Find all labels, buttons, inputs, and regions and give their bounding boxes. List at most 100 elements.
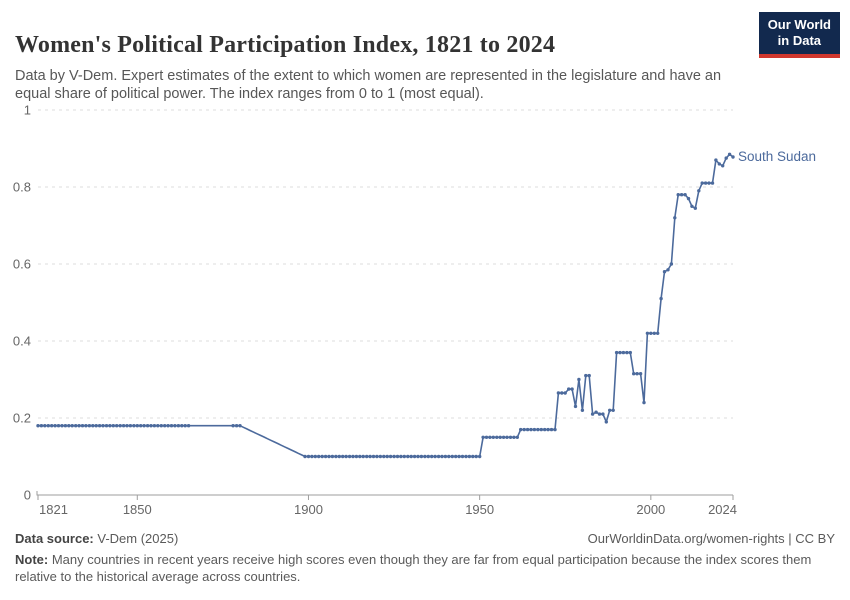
data-point-marker: [529, 427, 533, 432]
data-point-marker: [149, 424, 153, 428]
data-point-marker: [351, 454, 355, 459]
data-point-marker: [676, 193, 680, 197]
data-point-marker: [132, 424, 136, 428]
data-point-marker: [416, 454, 420, 459]
data-point-marker: [382, 454, 386, 459]
data-point-marker: [597, 412, 602, 416]
data-point-marker: [464, 454, 468, 459]
data-point-marker: [145, 424, 150, 428]
data-point-marker: [707, 181, 711, 185]
data-point-marker: [77, 424, 81, 428]
data-point-marker: [570, 387, 574, 391]
data-source-value: V-Dem (2025): [93, 531, 179, 546]
data-point-marker: [344, 454, 348, 459]
data-point-marker: [717, 162, 721, 166]
data-point-marker: [635, 372, 639, 376]
data-point-marker: [412, 454, 417, 459]
data-point-marker: [594, 410, 598, 414]
data-point-marker: [618, 350, 622, 355]
data-point-marker: [159, 424, 163, 428]
data-point-marker: [590, 412, 595, 416]
data-point-marker: [638, 372, 643, 376]
data-point-marker: [337, 454, 341, 459]
page-title: Women's Political Participation Index, 1…: [15, 32, 556, 59]
data-point-marker: [491, 435, 495, 439]
data-point-marker: [522, 427, 526, 432]
y-tick-label: 1: [24, 103, 31, 118]
data-point-marker: [156, 424, 160, 428]
series-end-label[interactable]: South Sudan: [738, 149, 816, 164]
data-point-marker: [553, 427, 557, 432]
data-point-marker: [659, 296, 663, 301]
data-point-marker: [108, 424, 112, 428]
data-point-marker: [139, 424, 143, 428]
data-point-marker: [693, 206, 697, 210]
data-point-marker: [577, 377, 581, 382]
data-point-marker: [454, 454, 458, 459]
x-tick-label: 1821: [39, 502, 68, 517]
data-point-marker: [478, 454, 482, 459]
data-point-marker: [183, 424, 187, 428]
data-point-marker: [501, 435, 506, 439]
data-point-marker: [238, 424, 242, 428]
data-point-marker: [306, 454, 311, 459]
data-point-marker: [727, 152, 732, 156]
data-point-marker: [358, 454, 362, 459]
data-point-marker: [84, 424, 88, 428]
data-point-marker: [104, 424, 109, 428]
note-label: Note:: [15, 552, 49, 567]
y-tick-label: 0: [24, 488, 31, 503]
data-point-marker: [614, 350, 619, 355]
data-point-marker: [186, 424, 191, 428]
x-tick-label: 2024: [708, 502, 737, 517]
data-point-marker: [371, 454, 376, 459]
owid-logo-line1: Our World: [767, 17, 831, 32]
data-point-marker: [608, 408, 612, 412]
data-point-marker: [118, 424, 122, 428]
note-text: Many countries in recent years receive h…: [15, 552, 812, 584]
data-point-marker: [354, 454, 359, 459]
data-point-marker: [330, 454, 335, 459]
data-point-marker: [50, 424, 54, 428]
x-tick-label: 1950: [465, 502, 494, 517]
data-point-marker: [152, 424, 157, 428]
owid-link[interactable]: OurWorldinData.org/women-rights | CC BY: [587, 531, 835, 546]
data-point-marker: [645, 331, 650, 335]
data-point-marker: [690, 204, 694, 208]
data-point-marker: [628, 350, 632, 355]
data-point-marker: [327, 454, 331, 459]
data-point-marker: [481, 435, 485, 439]
data-point-marker: [46, 424, 50, 428]
data-point-marker: [176, 424, 181, 428]
data-point-marker: [347, 454, 352, 459]
data-point-marker: [587, 373, 591, 378]
data-point-marker: [450, 454, 454, 459]
data-point-marker: [378, 454, 383, 459]
data-point-marker: [721, 164, 725, 168]
data-point-marker: [436, 454, 441, 459]
data-point-marker: [87, 424, 92, 428]
data-point-marker: [74, 424, 78, 428]
data-point-marker: [135, 424, 139, 428]
data-point-marker: [700, 181, 704, 185]
data-point-marker: [56, 424, 61, 428]
data-point-marker: [666, 268, 670, 272]
data-point-marker: [313, 454, 317, 459]
data-point-marker: [320, 454, 324, 459]
data-point-marker: [673, 216, 677, 220]
data-point-marker: [714, 158, 718, 162]
owid-logo[interactable]: Our World in Data: [758, 12, 840, 58]
data-point-marker: [457, 454, 461, 459]
data-point-marker: [683, 193, 687, 197]
data-point-marker: [80, 424, 85, 428]
data-point-marker: [375, 454, 379, 459]
chart-note: Note: Many countries in recent years rec…: [15, 552, 817, 585]
data-point-marker: [731, 155, 735, 159]
data-point-marker: [474, 454, 478, 459]
data-point-marker: [580, 408, 585, 412]
data-point-marker: [515, 435, 519, 439]
x-tick-label: 1900: [294, 502, 323, 517]
data-point-marker: [508, 435, 513, 439]
